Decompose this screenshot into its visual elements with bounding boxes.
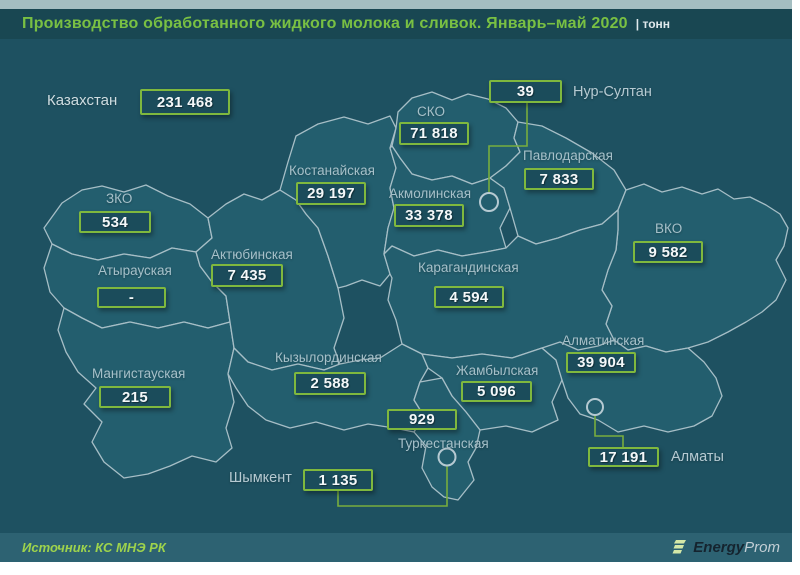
connector-line-shymkent bbox=[337, 466, 448, 507]
brand-logo: EnergyProm bbox=[671, 539, 780, 556]
region-shape-vko bbox=[601, 183, 789, 353]
callout-connectors bbox=[337, 103, 624, 507]
footer-bar: Источник: КС МНЭ РК EnergyProm bbox=[0, 533, 792, 562]
infographic: Казахстан 231 468 СКО 71 818 Костанайская 29 … bbox=[0, 0, 792, 562]
region-label-turkestan: Туркестанская bbox=[398, 436, 489, 451]
connector-line-almaty bbox=[594, 415, 624, 447]
value-box-almaty: 17 191 bbox=[588, 447, 659, 467]
region-label-aktobe: Актюбинская bbox=[211, 247, 293, 262]
energyprom-icon bbox=[672, 540, 687, 554]
value-box-zhambyl: 5 096 bbox=[461, 381, 532, 402]
region-label-sko: СКО bbox=[417, 104, 445, 119]
region-label-kyzylorda: Кызылординская bbox=[275, 350, 382, 365]
city-marker-shymkent bbox=[437, 447, 457, 467]
region-label-pavlodar: Павлодарская bbox=[523, 148, 613, 163]
brand-name: EnergyProm bbox=[693, 539, 780, 556]
region-label-vko: ВКО bbox=[655, 221, 683, 236]
region-label-akmola: Акмолинская bbox=[389, 186, 472, 201]
unit-label: | тонн bbox=[635, 17, 671, 31]
value-box-nur-sultan: 39 bbox=[489, 80, 562, 103]
city-marker-nur-sultan bbox=[479, 192, 499, 212]
value-box-zko: 534 bbox=[79, 211, 151, 233]
value-box-kyzylorda: 2 588 bbox=[294, 372, 366, 395]
value-box-karaganda: 4 594 bbox=[434, 286, 504, 308]
brand-name-bold: Energy bbox=[693, 539, 745, 556]
city-label-almaty: Алматы bbox=[671, 449, 724, 465]
header-bar: Производство обработанного жидкого молок… bbox=[0, 9, 792, 39]
value-box-akmola: 33 378 bbox=[394, 204, 464, 227]
region-label-almaty-region: Алматинская bbox=[562, 333, 645, 348]
region-label-karaganda: Карагандинская bbox=[418, 260, 519, 275]
city-label-shymkent: Шымкент bbox=[229, 470, 292, 486]
value-box-sko: 71 818 bbox=[399, 122, 469, 145]
value-box-shymkent: 1 135 bbox=[303, 469, 373, 491]
value-box-pavlodar: 7 833 bbox=[524, 168, 594, 190]
value-box-mangystau: 215 bbox=[99, 386, 171, 408]
region-label-atyrau: Атырауская bbox=[98, 263, 172, 278]
page-title: Производство обработанного жидкого молок… bbox=[22, 15, 628, 32]
city-marker-almaty bbox=[586, 398, 604, 416]
source-label: Источник: КС МНЭ РК bbox=[22, 540, 166, 555]
region-label-zhambyl: Жамбылская bbox=[456, 363, 539, 378]
kazakhstan-map: Казахстан 231 468 СКО 71 818 Костанайская 29 … bbox=[43, 80, 789, 507]
value-box-kostanay: 29 197 bbox=[296, 182, 366, 205]
value-box-aktobe: 7 435 bbox=[211, 264, 283, 287]
map-canvas bbox=[43, 91, 789, 507]
value-box-kazakhstan: 231 468 bbox=[140, 89, 230, 115]
top-strip bbox=[0, 0, 792, 9]
region-label-mangystau: Мангистауская bbox=[92, 366, 186, 381]
connector-line-nur-sultan bbox=[488, 103, 528, 193]
value-box-turkestan: 929 bbox=[387, 409, 457, 430]
brand-name-light: Prom bbox=[744, 539, 780, 556]
value-box-almaty-region: 39 904 bbox=[566, 352, 636, 373]
value-box-atyrau: - bbox=[97, 287, 166, 308]
value-box-vko: 9 582 bbox=[633, 241, 703, 263]
city-label-nur-sultan: Нур-Султан bbox=[573, 84, 652, 100]
region-label-kostanay: Костанайская bbox=[289, 163, 375, 178]
country-label-kazakhstan: Казахстан bbox=[47, 92, 118, 109]
region-label-zko: ЗКО bbox=[106, 191, 133, 206]
